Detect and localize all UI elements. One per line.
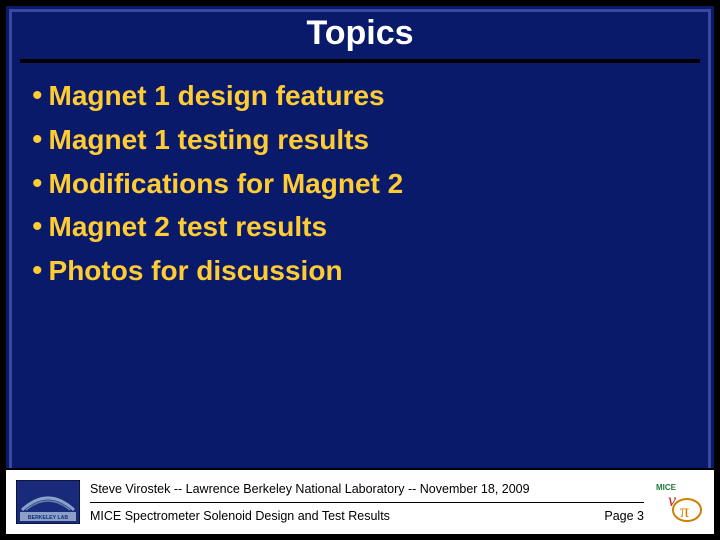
- bullet-item: • Photos for discussion: [32, 252, 688, 290]
- slide-title: Topics: [6, 14, 714, 53]
- slide-content: • Magnet 1 design features • Magnet 1 te…: [6, 63, 714, 468]
- bullet-item: • Modifications for Magnet 2: [32, 165, 688, 203]
- mice-logo: MICE ν π: [654, 480, 704, 524]
- bullet-icon: •: [32, 125, 43, 155]
- bullet-icon: •: [32, 256, 43, 286]
- bullet-text: Magnet 2 test results: [49, 208, 328, 246]
- bullet-icon: •: [32, 81, 43, 111]
- footer-divider: [90, 502, 644, 503]
- bullet-text: Magnet 1 design features: [49, 77, 385, 115]
- bullet-text: Modifications for Magnet 2: [49, 165, 404, 203]
- footer-subtitle: MICE Spectrometer Solenoid Design and Te…: [90, 506, 390, 526]
- svg-text:BERKELEY LAB: BERKELEY LAB: [28, 515, 69, 521]
- bullet-icon: •: [32, 212, 43, 242]
- bullet-item: • Magnet 2 test results: [32, 208, 688, 246]
- bullet-text: Photos for discussion: [49, 252, 343, 290]
- lbnl-logo: BERKELEY LAB: [16, 480, 80, 524]
- bullet-item: • Magnet 1 design features: [32, 77, 688, 115]
- footer-text-block: Steve Virostek -- Lawrence Berkeley Nati…: [90, 479, 644, 526]
- slide: Topics • Magnet 1 design features • Magn…: [0, 0, 720, 540]
- bullet-item: • Magnet 1 testing results: [32, 121, 688, 159]
- bullet-text: Magnet 1 testing results: [49, 121, 370, 159]
- page-number: Page 3: [604, 506, 644, 526]
- slide-header: Topics: [6, 6, 714, 57]
- footer-line2-wrap: MICE Spectrometer Solenoid Design and Te…: [90, 506, 644, 526]
- bullet-icon: •: [32, 169, 43, 199]
- footer-attribution: Steve Virostek -- Lawrence Berkeley Nati…: [90, 479, 644, 499]
- svg-text:π: π: [680, 501, 689, 521]
- svg-text:ν: ν: [668, 490, 676, 510]
- slide-footer: BERKELEY LAB Steve Virostek -- Lawrence …: [6, 468, 714, 534]
